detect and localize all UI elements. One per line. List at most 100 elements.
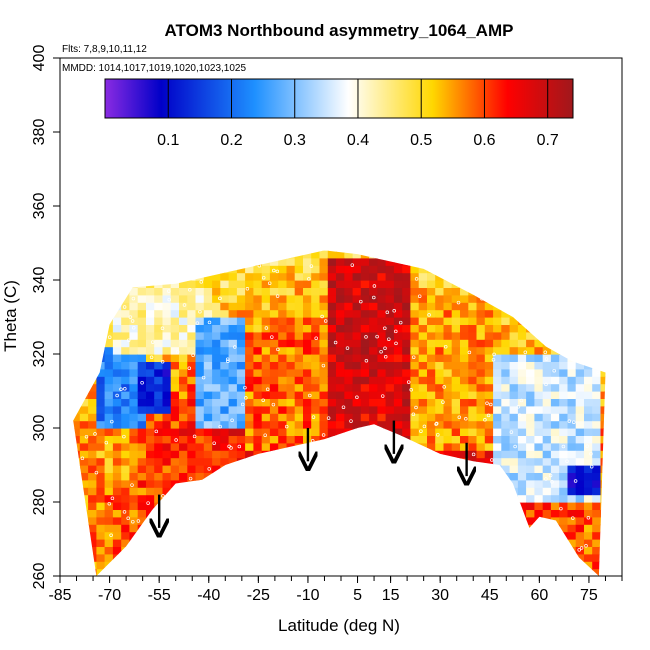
y-tick-label: 260 bbox=[31, 563, 48, 590]
heatmap-cell bbox=[319, 479, 329, 488]
heatmap-cell bbox=[154, 250, 164, 251]
heatmap-cell bbox=[286, 383, 296, 392]
heatmap-cell bbox=[550, 398, 560, 407]
data-field bbox=[73, 250, 626, 584]
heatmap-cell bbox=[460, 257, 469, 266]
heatmap-cell bbox=[468, 294, 478, 303]
heatmap-cell bbox=[154, 317, 164, 325]
heatmap-cell bbox=[617, 487, 626, 495]
colorbar-tick-label: 0.7 bbox=[537, 132, 559, 149]
heatmap-cell bbox=[550, 265, 560, 274]
heatmap-cell bbox=[154, 479, 164, 488]
heatmap-cell bbox=[154, 420, 164, 429]
heatmap-cell bbox=[427, 250, 436, 251]
heatmap-cell bbox=[609, 443, 618, 451]
heatmap-cell bbox=[592, 494, 602, 503]
sample-point bbox=[219, 513, 224, 517]
heatmap-cell bbox=[410, 413, 420, 422]
heatmap-cell bbox=[567, 561, 577, 570]
heatmap-cell bbox=[179, 294, 188, 303]
heatmap-cell bbox=[261, 494, 271, 503]
heatmap-cell bbox=[377, 309, 387, 318]
heatmap-cell bbox=[526, 368, 535, 377]
heatmap-cell bbox=[146, 487, 155, 496]
heatmap-cell bbox=[517, 494, 527, 503]
heatmap-cell bbox=[286, 479, 296, 488]
heatmap-cell bbox=[112, 331, 122, 340]
heatmap-cell bbox=[179, 405, 188, 414]
heatmap-cell bbox=[360, 494, 370, 503]
heatmap-cell bbox=[286, 287, 296, 296]
heatmap-cell bbox=[559, 368, 569, 377]
heatmap-cell bbox=[212, 302, 221, 311]
heatmap-cell bbox=[443, 302, 453, 311]
heatmap-cell bbox=[468, 309, 478, 318]
heatmap-cell bbox=[96, 287, 106, 296]
heatmap-cell bbox=[542, 257, 552, 266]
heatmap-cell bbox=[352, 524, 362, 533]
heatmap-cell bbox=[129, 524, 139, 533]
heatmap-cell bbox=[112, 324, 122, 333]
heatmap-cell bbox=[294, 531, 304, 540]
heatmap-cell bbox=[369, 420, 378, 429]
heatmap-cell bbox=[212, 539, 221, 547]
heatmap-cell bbox=[311, 576, 320, 584]
heatmap-cell bbox=[154, 553, 164, 562]
heatmap-cell bbox=[377, 465, 387, 473]
heatmap-cell bbox=[146, 265, 155, 274]
heatmap-cell bbox=[146, 516, 155, 525]
heatmap-cell bbox=[377, 479, 387, 488]
heatmap-cell bbox=[517, 413, 527, 422]
heatmap-cell bbox=[410, 376, 420, 385]
heatmap-cell bbox=[253, 428, 263, 436]
heatmap-cell bbox=[137, 272, 147, 281]
sample-point bbox=[140, 381, 144, 385]
sample-point bbox=[544, 357, 549, 361]
heatmap-cell bbox=[121, 265, 131, 274]
heatmap-cell bbox=[435, 420, 445, 429]
heatmap-cell bbox=[550, 361, 560, 370]
heatmap-cell bbox=[294, 568, 304, 576]
heatmap-cell bbox=[443, 494, 453, 503]
heatmap-cell bbox=[344, 383, 354, 392]
heatmap-cell bbox=[493, 435, 502, 444]
heatmap-cell bbox=[360, 516, 370, 525]
heatmap-cell bbox=[303, 487, 312, 496]
heatmap-cell bbox=[435, 428, 445, 436]
heatmap-cell bbox=[162, 539, 172, 547]
heatmap-cell bbox=[179, 272, 188, 281]
heatmap-cell bbox=[451, 405, 461, 414]
heatmap-cell bbox=[129, 280, 139, 288]
sample-point bbox=[434, 421, 439, 426]
heatmap-cell bbox=[303, 250, 312, 251]
heatmap-cell bbox=[393, 442, 403, 451]
heatmap-cell bbox=[592, 309, 602, 318]
heatmap-cell bbox=[501, 287, 511, 296]
heatmap-cell bbox=[584, 324, 593, 333]
heatmap-cell bbox=[393, 324, 403, 333]
heatmap-cell bbox=[79, 524, 89, 533]
heatmap-cell bbox=[311, 568, 321, 576]
heatmap-cell bbox=[311, 524, 321, 533]
heatmap-cell bbox=[294, 309, 304, 318]
heatmap-cell bbox=[228, 339, 238, 348]
heatmap-cell bbox=[170, 376, 180, 385]
heatmap-cell bbox=[88, 302, 97, 311]
heatmap-cell bbox=[443, 502, 453, 510]
sample-point bbox=[126, 338, 131, 342]
heatmap-cell bbox=[385, 354, 395, 362]
heatmap-cell bbox=[278, 250, 288, 251]
heatmap-cell bbox=[162, 502, 172, 510]
heatmap-cell bbox=[559, 539, 569, 547]
sample-point bbox=[190, 502, 194, 507]
heatmap-cell bbox=[402, 487, 412, 496]
heatmap-cell bbox=[327, 457, 337, 466]
sample-point bbox=[110, 419, 114, 424]
heatmap-cell bbox=[236, 450, 246, 459]
heatmap-cell bbox=[476, 376, 486, 385]
heatmap-cell bbox=[435, 472, 445, 481]
heatmap-cell bbox=[567, 250, 577, 251]
heatmap-cell bbox=[170, 494, 180, 503]
heatmap-cell bbox=[104, 509, 114, 518]
heatmap-cell bbox=[493, 524, 502, 533]
